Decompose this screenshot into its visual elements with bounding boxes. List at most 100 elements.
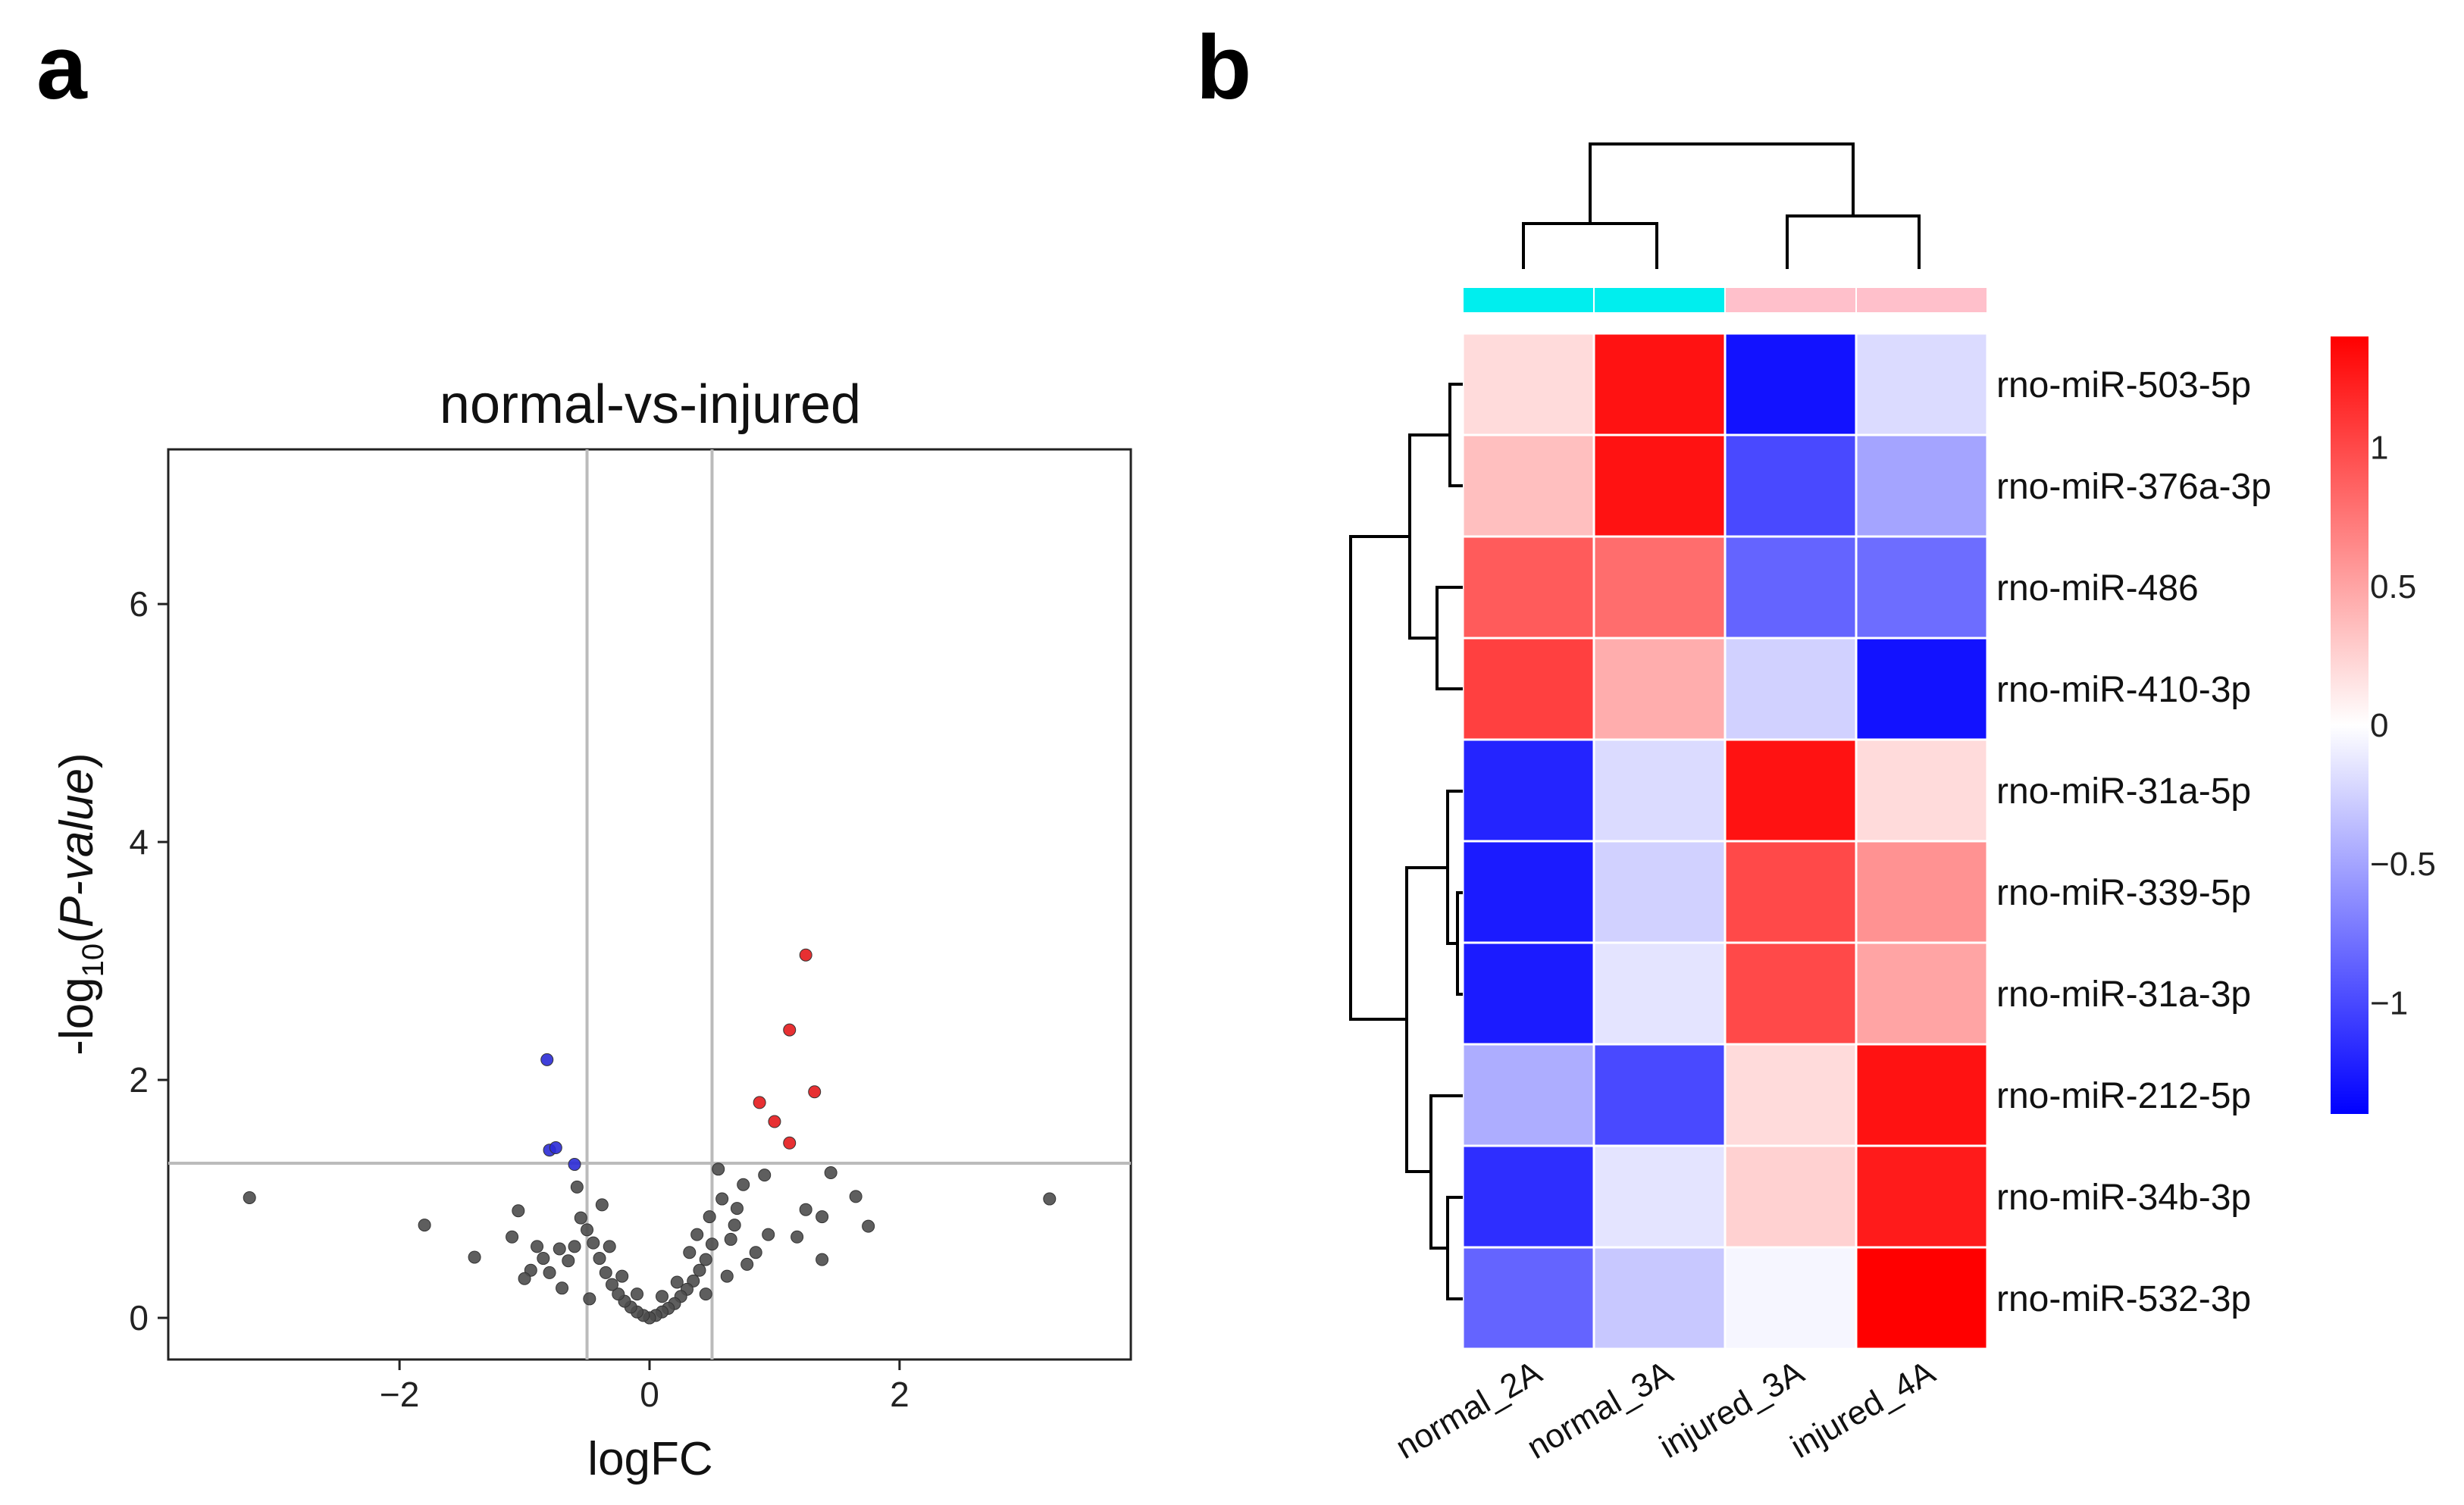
point-ns <box>791 1230 804 1244</box>
point-ns <box>749 1246 762 1259</box>
point-ns <box>603 1240 616 1253</box>
heatmap-cell <box>1461 1144 1595 1249</box>
column-dendrogram <box>1522 142 1921 269</box>
heatmap-cell <box>1461 332 1595 436</box>
colorbar-tick-label: −0.5 <box>2370 846 2436 883</box>
heatmap-cell <box>1592 941 1727 1046</box>
row-label: rno-miR-31a-3p <box>1996 975 2251 1015</box>
point-ns <box>531 1240 544 1253</box>
point-down <box>540 1053 554 1066</box>
y-tick-label: 0 <box>129 1298 149 1338</box>
heatmap-cell <box>1855 840 1989 944</box>
plot-area <box>167 448 1132 1361</box>
column-label: normal_3A <box>1520 1353 1679 1466</box>
point-ns <box>606 1278 619 1291</box>
heatmap-cell <box>1592 1043 1727 1147</box>
point-ns <box>849 1190 863 1203</box>
heatmap-cell <box>1592 840 1727 944</box>
heatmap-cell <box>1855 941 1989 1046</box>
row-dendro-root <box>1349 535 1410 1021</box>
volcano-plot: −2 0 2 0 2 4 6 <box>129 448 1132 1414</box>
point-ns <box>574 1211 587 1225</box>
x-tick-label: 2 <box>890 1375 910 1414</box>
row-dendro-a-inner <box>1408 433 1450 640</box>
point-ns <box>670 1275 684 1289</box>
group-bar-injured <box>1857 288 1987 312</box>
point-ns <box>703 1210 716 1224</box>
column-label: injured_3A <box>1654 1353 1811 1466</box>
point-ns <box>824 1166 838 1180</box>
point-ns <box>655 1290 668 1303</box>
y-axis-title-close: ) <box>51 752 103 768</box>
point-ns <box>506 1230 519 1244</box>
row-dendro-486-410 <box>1436 586 1463 690</box>
col-dendro-branch-injured <box>1786 214 1921 269</box>
point-ns <box>537 1252 550 1266</box>
group-bar-normal <box>1595 288 1724 312</box>
col-dendro-root <box>1589 142 1855 224</box>
row-label: rno-miR-212-5p <box>1996 1076 2251 1116</box>
point-ns <box>612 1288 625 1301</box>
point-ns <box>699 1288 712 1301</box>
point-ns <box>599 1266 612 1279</box>
point-ns <box>799 1203 812 1216</box>
row-dendrogram <box>1349 383 1463 1300</box>
point-ns <box>699 1253 712 1266</box>
point-down <box>568 1158 581 1172</box>
heatmap-cell <box>1855 535 1989 640</box>
y-axis-title-sub: 10 <box>77 943 110 978</box>
point-ns <box>570 1180 584 1194</box>
row-dendro-b-inner <box>1405 866 1448 1173</box>
point-up <box>783 1136 797 1150</box>
heatmap-cell <box>1724 1144 1858 1249</box>
y-axis-title-open: ( <box>51 928 103 943</box>
point-ns <box>715 1192 729 1206</box>
heatmap-cell <box>1461 941 1595 1046</box>
heatmap-cell <box>1461 433 1595 538</box>
point-ns <box>693 1263 706 1277</box>
row-label: rno-miR-376a-3p <box>1996 467 2271 507</box>
column-label: injured_4A <box>1785 1353 1942 1466</box>
y-axis-title-pvalue: P-value <box>51 768 103 928</box>
row-label: rno-miR-532-3p <box>1996 1279 2251 1319</box>
point-ns <box>728 1219 741 1232</box>
row-label: rno-miR-410-3p <box>1996 670 2251 710</box>
heatmap-cell <box>1592 738 1727 843</box>
row-dendro-34b-532 <box>1446 1196 1463 1300</box>
point-ns <box>587 1236 600 1250</box>
y-axis-title: -log10(P-value) <box>51 752 110 1055</box>
volcano-title: normal-vs-injured <box>440 374 861 435</box>
point-down <box>549 1141 562 1155</box>
point-ns <box>615 1269 629 1283</box>
group-bar-normal <box>1464 288 1593 312</box>
heatmap-cell <box>1724 535 1858 640</box>
colorbar-tick-label: 0.5 <box>2370 568 2416 605</box>
group-bar-injured <box>1726 288 1855 312</box>
x-tick-label: −2 <box>380 1375 419 1414</box>
x-axis-title: logFC <box>587 1433 712 1485</box>
heatmap-cell <box>1724 738 1858 843</box>
colorbar-gradient <box>2331 336 2369 1114</box>
point-ns <box>631 1288 644 1301</box>
heatmap-cell <box>1724 433 1858 538</box>
point-up <box>799 948 812 962</box>
heatmap-cell <box>1461 637 1595 741</box>
point-ns <box>593 1252 606 1266</box>
heatmap-cell <box>1592 332 1727 436</box>
heatmap-cell <box>1855 1043 1989 1147</box>
colorbar-tick-label: 0 <box>2370 707 2388 744</box>
point-ns <box>740 1257 754 1271</box>
heatmap-cell <box>1724 1043 1858 1147</box>
point-up <box>808 1085 822 1099</box>
y-tick-label: 2 <box>129 1060 149 1100</box>
point-ns <box>553 1242 566 1256</box>
heatmap-cell <box>1724 941 1858 1046</box>
point-up <box>753 1096 766 1109</box>
point-ns <box>1043 1192 1057 1206</box>
point-ns <box>562 1254 575 1268</box>
point-ns <box>730 1202 744 1216</box>
point-ns <box>581 1223 594 1237</box>
heatmap-cell <box>1855 1144 1989 1249</box>
heatmap-cell <box>1461 535 1595 640</box>
